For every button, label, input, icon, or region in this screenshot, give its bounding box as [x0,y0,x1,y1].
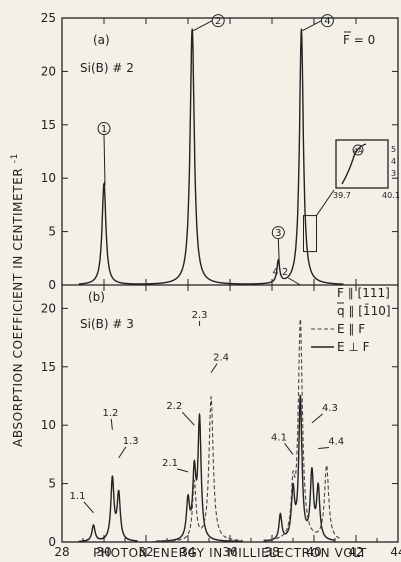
inset-label: 4A [353,147,362,155]
y-tick-label: 10 [41,418,56,432]
peak-label: 2.4 [213,353,229,364]
panel-b-dashed-spectrum-2 [263,317,342,541]
peak-pointer [210,363,218,373]
legend-condition: F ∥ [111] [337,286,390,300]
legend-entry: E ⊥ F [337,340,370,354]
peak-label: 4.1 [271,432,287,443]
inset-marker-circle [352,144,364,156]
y-tick-label: 15 [41,118,56,132]
peak-arrow [103,134,106,186]
x-tick-label: 30 [96,545,111,559]
peak-label: 4.3 [322,403,338,414]
y-tick-label: 0 [48,535,56,549]
peak-pointer [177,468,189,473]
y-tick-label: 5 [48,225,56,239]
inset-y-tick-label: 3 [391,169,396,178]
y-tick-label: 10 [41,171,56,185]
x-tick-label: 42 [348,545,363,559]
peak-label: 3 [275,228,281,239]
peak-label: 4.2 [272,267,288,278]
panel-b-solid-spectrum-1 [78,475,138,543]
x-tick-label: 34 [180,545,195,559]
inset-y-tick-label: 5 [391,145,396,154]
y-tick-label: 25 [41,11,56,25]
peak-pointer [83,501,94,514]
inset-x-tick-label: 39.7 [333,191,351,200]
peak-pointer [288,277,301,286]
inset-frame [335,139,389,189]
peak-label: 4 [324,16,330,27]
peak-pointer [110,418,113,430]
x-tick-label: 28 [54,545,69,559]
panel-b-solid-spectrum-3 [263,394,335,542]
zoom-box [303,215,317,253]
panel-a-spectrum [78,28,344,285]
x-axis-label: PHOTON ENERGY IN MILLIELECTRON VOLT [93,546,367,560]
panel-a-label: (a) [93,33,110,47]
y-axis-label: ABSORPTION COEFFICIENT IN CENTIMETER -1 [10,153,25,447]
y-tick-label: 5 [48,477,56,491]
panel-a-condition: F = 0 [343,33,375,47]
peak-label: 4.4 [328,437,344,448]
legend-entry: E ∥ F [337,322,365,336]
peak-label: 2.2 [166,401,182,412]
peak-pointer [181,411,195,426]
panel-b-dashed-spectrum-1 [152,395,243,543]
peak-arrow [277,238,280,265]
y-tick-label: 20 [41,64,56,78]
peak-label: 2.1 [162,458,178,469]
peak-arrow [192,20,213,32]
peak-pointer [118,446,127,459]
x-tick-label: 38 [264,545,279,559]
inset-x-tick-label: 40.1 [382,191,400,200]
inset-y-tick-label: 4 [391,157,396,166]
x-tick-label: 40 [306,545,321,559]
x-tick-label: 36 [222,545,237,559]
y-tick-label: 15 [41,360,56,374]
x-tick-label: 44 [390,545,401,559]
peak-label: 1 [101,124,107,135]
panel-b-label: (b) [88,290,105,304]
peak-arrow [302,20,322,32]
peak-label: 2 [215,16,221,27]
peak-pointer [284,443,294,455]
legend-condition: q ∥ [1̄10] [337,304,391,318]
y-tick-label: 20 [41,301,56,315]
zoom-connector [316,189,335,216]
peak-label: 1.3 [123,436,139,447]
panel-b-sample-label: Si(B) # 3 [80,317,134,331]
panel-b-solid-spectrum-2 [156,412,243,542]
peak-label: 2.3 [192,310,208,321]
panel-a-sample-label: Si(B) # 2 [80,61,134,75]
peak-label: 1.2 [102,408,118,419]
peak-label: 1.1 [70,491,86,502]
peak-pointer [311,413,324,424]
x-tick-label: 32 [138,545,153,559]
peak-pointer [318,447,330,450]
y-tick-label: 0 [48,278,56,292]
